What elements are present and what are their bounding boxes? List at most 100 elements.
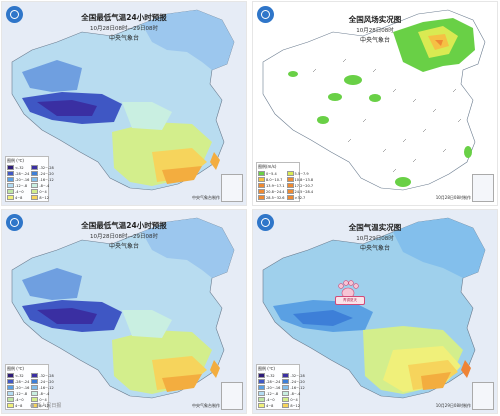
legend-label: 8~12 — [39, 195, 49, 200]
legend-item: -12~-8 — [7, 183, 29, 188]
legend-grid: <-32 -32~-28 -28~-24 -24~-20 -20~-16 -16~-12-… — [258, 373, 305, 408]
legend-item: -24~-20 — [31, 379, 54, 384]
legend-label: -20~-16 — [266, 385, 281, 390]
legend-item: -24~-20 — [31, 171, 54, 176]
legend-swatch — [282, 403, 290, 408]
legend-item: 20.8~24.4 — [258, 189, 285, 194]
legend-item: -28~-24 — [7, 171, 29, 176]
legend-item: -16~-12 — [31, 385, 54, 390]
legend-label: <-32 — [15, 373, 24, 378]
map-title: 全国最低气温24小时预报 — [81, 13, 167, 22]
cma-logo-icon — [257, 6, 274, 23]
legend-swatch — [258, 195, 265, 200]
map-title: 全国最低气温24小时预报 — [81, 221, 167, 230]
legend-item: 5.5~7.9 — [286, 171, 314, 176]
legend-swatch — [286, 189, 294, 194]
legend-label: 4~8 — [15, 195, 23, 200]
legend-label: -16~-12 — [39, 385, 54, 390]
legend-swatch — [7, 165, 14, 170]
legend-swatch — [31, 195, 39, 200]
legend-label: -20~-16 — [15, 177, 30, 182]
legend-label: 13.9~17.1 — [266, 183, 285, 188]
legend-swatch — [258, 183, 265, 188]
legend-label: 4~8 — [15, 403, 23, 408]
legend-swatch — [282, 385, 290, 390]
legend-swatch — [286, 171, 294, 176]
legend-label: -20~-16 — [15, 385, 30, 390]
legend-label: -8~-4 — [290, 391, 301, 396]
map-panel-temp-live: 青铜夏天 全国气温实况图 10月29日08时 中央气象台 图例 (℃) <-32… — [252, 209, 498, 414]
china-map — [2, 2, 246, 205]
legend-label: -8~-4 — [39, 183, 50, 188]
legend-swatch — [7, 385, 14, 390]
legend-swatch — [7, 397, 14, 402]
legend-item: -32~-28 — [31, 373, 54, 378]
legend-item: -20~-16 — [258, 385, 280, 390]
legend-item: 8~12 — [31, 195, 53, 200]
legend-swatch — [7, 195, 14, 200]
map-agency: 中央气象台 — [108, 35, 139, 42]
legend-item: -8~-4 — [31, 391, 53, 396]
legend-label: -16~-12 — [290, 385, 305, 390]
legend-swatch — [31, 171, 39, 176]
map-panel-min-temp-2: 全国最低气温24小时预报 10月28日08时—29日08时 中央气象台 图例 (… — [1, 209, 247, 414]
legend-label: 24.5~28.4 — [294, 189, 314, 194]
legend-swatch — [258, 189, 265, 194]
legend-item: 8~12 — [282, 403, 304, 408]
legend-label: -12~-8 — [266, 391, 279, 396]
cma-logo-icon — [257, 214, 274, 231]
legend-swatch — [31, 379, 39, 384]
cma-logo-icon — [6, 6, 23, 23]
map-footer: 10月29日08时制作 — [435, 403, 471, 408]
legend-label: 17.2~20.7 — [294, 183, 314, 188]
legend-label: -12~-8 — [15, 183, 28, 188]
legend-item: -20~-16 — [7, 177, 29, 182]
legend-label: -4~0 — [15, 189, 24, 194]
legend-swatch — [31, 391, 39, 396]
legend-label: -4~0 — [15, 397, 24, 402]
legend-label: -28~-24 — [15, 379, 30, 384]
map-agency: 中央气象台 — [359, 37, 390, 44]
legend-item: >32.7 — [286, 195, 314, 200]
map-subtitle: 10月29日08时 — [356, 236, 394, 242]
legend-swatch — [258, 171, 265, 176]
legend-swatch — [31, 385, 39, 390]
map-subtitle: 10月28日08时—29日08时 — [90, 234, 158, 240]
legend-title: 图例 (℃) — [7, 158, 24, 163]
legend-item: 13.9~17.1 — [258, 183, 285, 188]
legend-item: -32~-28 — [31, 165, 54, 170]
legend-label: -4~0 — [266, 397, 275, 402]
legend-item: -12~-8 — [7, 391, 29, 396]
legend-item: -8~-4 — [282, 391, 304, 396]
map-agency: 中央气象台 — [359, 245, 390, 252]
legend-swatch — [7, 171, 14, 176]
sticker-label: 青铜夏天 — [335, 296, 365, 305]
legend-title: 图例 (℃) — [258, 366, 275, 371]
legend-label: >32.7 — [294, 195, 306, 200]
legend-item: 0~4 — [31, 189, 53, 194]
legend-item: 28.5~32.6 — [258, 195, 285, 200]
legend-item: -16~-12 — [31, 177, 54, 182]
legend-item: 4~8 — [7, 195, 29, 200]
legend-swatch — [258, 373, 265, 378]
legend-swatch — [286, 195, 294, 200]
legend-label: -8~-4 — [39, 391, 50, 396]
map-subtitle: 10月28日08时 — [356, 28, 394, 34]
legend-label: -28~-24 — [15, 171, 30, 176]
legend-label: -28~-24 — [266, 379, 281, 384]
legend-label: -32~-28 — [39, 165, 54, 170]
legend-swatch — [31, 177, 39, 182]
map-legend: 图例(m/s) 0~5.4 5.5~7.9 8.0~10.7 10.8~13.8 13.… — [256, 162, 313, 202]
legend-swatch — [282, 379, 290, 384]
legend-item: -28~-24 — [7, 379, 29, 384]
legend-item: -24~-20 — [282, 379, 305, 384]
legend-label: -32~-28 — [39, 373, 54, 378]
legend-swatch — [258, 397, 265, 402]
legend-item: 0~5.4 — [258, 171, 285, 176]
map-subtitle: 10月28日08时—29日08时 — [90, 26, 158, 32]
legend-swatch — [258, 177, 265, 182]
legend-label: 0~4 — [39, 189, 47, 194]
legend-item: 4~8 — [7, 403, 29, 408]
watermark-text: 新人民日报 — [30, 402, 61, 409]
map-panel-min-temp-1: 全国最低气温24小时预报 10月28日08时—29日08时 中央气象台 图例 (… — [1, 1, 247, 206]
